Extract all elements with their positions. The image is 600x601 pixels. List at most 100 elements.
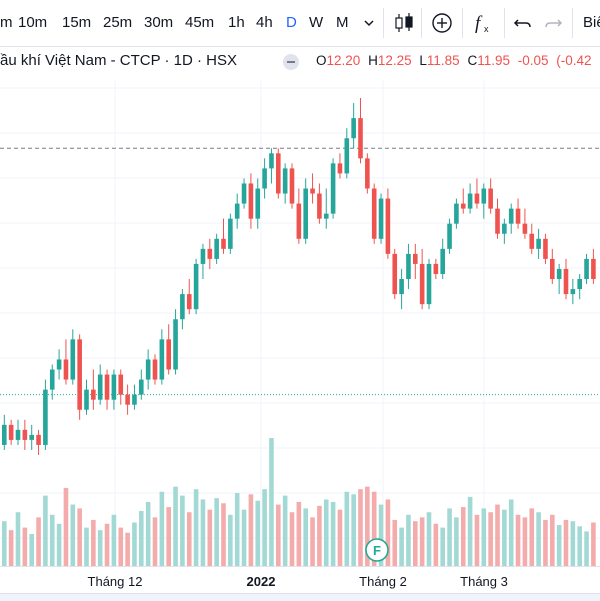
- candle-body: [2, 424, 7, 445]
- candle-body: [70, 339, 76, 380]
- redo-icon[interactable]: [542, 10, 564, 36]
- interval-10m[interactable]: 10m: [18, 14, 48, 31]
- volume-bar: [269, 438, 274, 566]
- interval-1d[interactable]: D: [286, 14, 297, 31]
- candlestick: [454, 198, 459, 229]
- volume-bar: [502, 509, 507, 566]
- symbol-legend: ầu khí Việt Nam - CTCP · 1D · HSX O12.20…: [0, 52, 600, 74]
- volume-bar: [584, 531, 589, 566]
- candlestick: [426, 258, 432, 310]
- candle-body: [221, 238, 226, 249]
- volume-bar: [262, 489, 267, 566]
- volume-bar: [323, 499, 329, 566]
- candle-body: [406, 253, 411, 280]
- bottom-scrollbar[interactable]: [0, 593, 600, 601]
- interval-25m[interactable]: 25m: [103, 14, 133, 31]
- candlestick: [214, 233, 219, 264]
- candle-body: [159, 339, 165, 380]
- candlestick: [577, 273, 582, 300]
- volume-bar: [2, 521, 7, 566]
- volume-bar: [70, 504, 76, 566]
- candle-body: [43, 389, 48, 445]
- symbol-title: ầu khí Việt Nam - CTCP · 1D · HSX: [0, 52, 238, 69]
- candlestick: [529, 223, 535, 254]
- candle-body: [36, 434, 41, 445]
- candle-body: [419, 263, 425, 305]
- candle-body: [214, 238, 219, 259]
- volume-bar: [550, 514, 555, 566]
- volume-bar: [186, 512, 192, 566]
- candle-body: [495, 208, 500, 234]
- candle-body: [556, 268, 562, 280]
- candlestick: [145, 349, 151, 390]
- interval-1w[interactable]: W: [309, 14, 324, 31]
- interval-15m[interactable]: 15m: [62, 14, 92, 31]
- volume-bar: [522, 517, 528, 566]
- volume-bar: [8, 530, 14, 566]
- candle-body: [91, 389, 96, 400]
- collapse-legend-button[interactable]: [283, 54, 299, 70]
- candle-body: [104, 374, 110, 400]
- candle-body: [358, 118, 363, 159]
- close-label: C: [467, 53, 478, 68]
- candlestick: [550, 248, 555, 285]
- volume-bar: [495, 504, 500, 566]
- candle-body: [570, 289, 576, 295]
- undo-icon[interactable]: [512, 10, 534, 36]
- x-axis-label-2022: 2022: [246, 574, 276, 589]
- candle-body: [173, 319, 178, 370]
- chevron-down-icon[interactable]: [361, 10, 377, 36]
- x-axis-line: [0, 566, 600, 567]
- candlestick: [84, 379, 89, 415]
- interval-1m-month[interactable]: M: [336, 14, 349, 31]
- candle-body: [22, 429, 28, 440]
- candle-body: [8, 424, 14, 440]
- candle-body: [337, 163, 343, 174]
- interval-30m[interactable]: 30m: [144, 14, 174, 31]
- interval-1m[interactable]: m: [0, 14, 13, 31]
- volume-bar: [591, 522, 596, 566]
- candle-body: [413, 253, 418, 264]
- candle-body: [166, 339, 171, 370]
- candlestick: [282, 163, 288, 204]
- volume-bar: [474, 514, 480, 566]
- candlestick: [22, 419, 28, 450]
- candle-body: [296, 203, 302, 239]
- chart-toolbar: m 10m 15m 25m 30m 45m 1h 4h D W M f x: [0, 0, 600, 47]
- volume-bar: [214, 498, 219, 566]
- candlestick: [173, 309, 178, 375]
- candlestick: [399, 268, 404, 310]
- volume-bar: [570, 521, 576, 566]
- open-label: O: [316, 53, 327, 68]
- event-marker: F: [365, 538, 389, 562]
- interval-45m[interactable]: 45m: [185, 14, 215, 31]
- chart-type-label[interactable]: Biể: [583, 14, 600, 31]
- candle-body: [460, 203, 466, 209]
- toolbar-divider: [462, 8, 463, 38]
- candlestick: [118, 369, 124, 405]
- candle-body: [378, 198, 384, 239]
- candle-body: [186, 294, 192, 310]
- candlestick: [207, 238, 213, 269]
- volume-bar: [282, 495, 288, 566]
- plus-circle-icon[interactable]: [430, 10, 454, 36]
- ohlc-values: O12.20 H12.25 L11.85 C11.95 -0.05 (-0.42: [316, 53, 596, 68]
- x-axis-label-thang-2: Tháng 2: [359, 574, 407, 589]
- fx-icon[interactable]: f x: [472, 10, 496, 36]
- candle-body: [515, 208, 521, 224]
- svg-text:x: x: [484, 24, 489, 34]
- volume-bar: [406, 514, 411, 566]
- interval-4h[interactable]: 4h: [256, 14, 273, 31]
- volume-bar: [139, 510, 144, 566]
- interval-1h[interactable]: 1h: [228, 14, 245, 31]
- volume-bar: [536, 512, 541, 566]
- volume-bar: [276, 504, 281, 566]
- volume-bar: [234, 493, 240, 566]
- candlestick-icon[interactable]: [392, 10, 416, 36]
- candlestick: [303, 178, 308, 244]
- candle-body: [467, 193, 473, 209]
- volume-bar: [365, 486, 370, 566]
- candlestick: [139, 369, 144, 400]
- volume-bar: [426, 512, 432, 566]
